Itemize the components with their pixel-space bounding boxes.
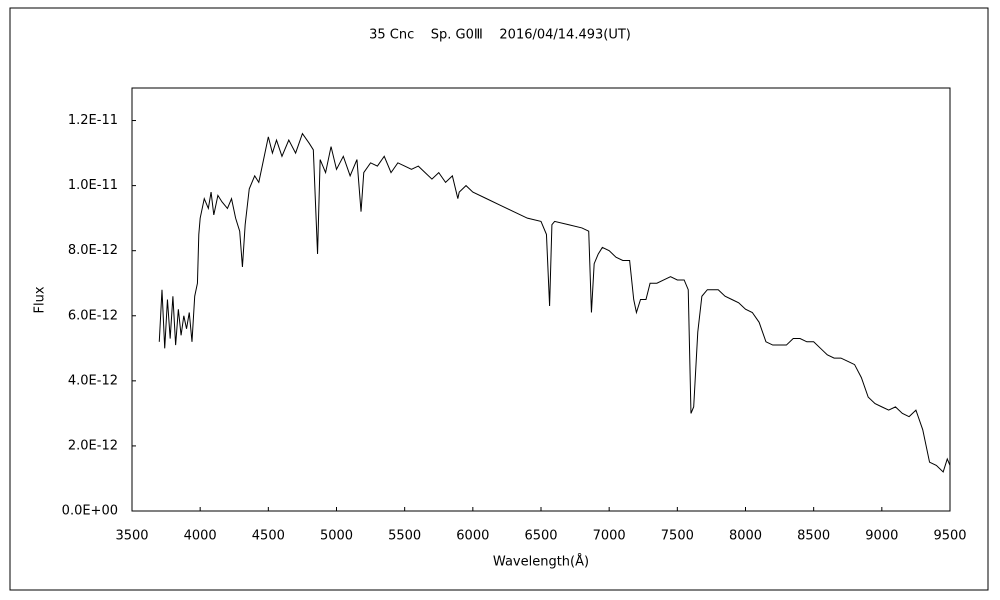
x-tick-label: 4000 [184, 529, 217, 544]
x-axis-label: Wavelength(Å) [493, 554, 589, 570]
y-tick-label: 2.0E-12 [68, 438, 118, 453]
y-tick-label: 0.0E+00 [62, 504, 118, 519]
plot-frame [131, 87, 951, 512]
y-tick-label: 1.2E-11 [68, 113, 118, 128]
chart-title: 35 Cnc Sp. G0Ⅲ 2016/04/14.493(UT) [369, 28, 631, 43]
spectrum-line [158, 132, 951, 473]
x-tick-label: 5000 [320, 529, 353, 544]
x-tick-label: 9000 [865, 529, 898, 544]
y-axis-label: Flux [33, 286, 48, 313]
x-tick-label: 8000 [729, 529, 762, 544]
y-tick-label: 6.0E-12 [68, 308, 118, 323]
x-tick-label: 8500 [797, 529, 830, 544]
y-tick-label: 1.0E-11 [68, 178, 118, 193]
y-tick-label: 4.0E-12 [68, 373, 118, 388]
y-tick-label: 8.0E-12 [68, 243, 118, 258]
x-tick-label: 7500 [661, 529, 694, 544]
x-tick-label: 6500 [524, 529, 557, 544]
x-tick-label: 7000 [593, 529, 626, 544]
x-tick-label: 6000 [456, 529, 489, 544]
x-tick-label: 3500 [115, 529, 148, 544]
x-tick-label: 5500 [388, 529, 421, 544]
outer-frame [9, 7, 989, 591]
x-tick-label: 9500 [933, 529, 966, 544]
x-tick-label: 4500 [252, 529, 285, 544]
